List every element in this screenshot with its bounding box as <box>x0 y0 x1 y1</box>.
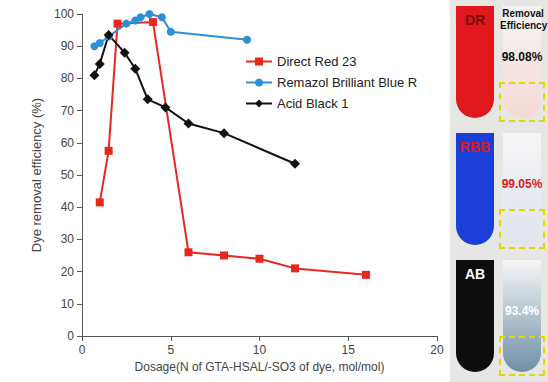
svg-text:10: 10 <box>61 297 75 311</box>
svg-text:15: 15 <box>342 343 356 357</box>
svg-text:100: 100 <box>54 7 74 21</box>
html-text:93.4%: 93.4% <box>505 304 539 318</box>
svg-text:Acid Black 1: Acid Black 1 <box>277 96 349 111</box>
svg-text:Remazol Brilliant Blue R: Remazol Brilliant Blue R <box>277 75 417 90</box>
html-text:99.05%: 99.05% <box>501 177 543 191</box>
svg-text:10: 10 <box>253 343 267 357</box>
svg-text:80: 80 <box>61 71 75 85</box>
svg-text:60: 60 <box>61 136 75 150</box>
html-text:Removal Efficiency: Removal Efficiency <box>500 8 548 31</box>
html-text:RBB: RBB <box>459 139 491 155</box>
svg-text:40: 40 <box>61 200 75 214</box>
svg-text:0: 0 <box>67 329 74 343</box>
svg-text:90: 90 <box>61 39 75 53</box>
svg-text:0: 0 <box>79 343 86 357</box>
html-text:98.08%: 98.08% <box>501 50 543 64</box>
svg-text:Direct Red 23: Direct Red 23 <box>277 54 356 69</box>
svg-text:30: 30 <box>61 232 75 246</box>
html-text:DR: DR <box>464 12 486 28</box>
svg-text:5: 5 <box>167 343 174 357</box>
svg-text:70: 70 <box>61 104 75 118</box>
svg-text:20: 20 <box>430 343 444 357</box>
svg-text:Dosage(N of GTA-HSAL/-SO3 of d: Dosage(N of GTA-HSAL/-SO3 of dye, mol/mo… <box>135 360 385 374</box>
svg-text:20: 20 <box>61 265 75 279</box>
svg-text:Dye removal efficiency (%): Dye removal efficiency (%) <box>29 98 44 252</box>
svg-text:50: 50 <box>61 168 75 182</box>
html-text:AB: AB <box>464 266 486 282</box>
